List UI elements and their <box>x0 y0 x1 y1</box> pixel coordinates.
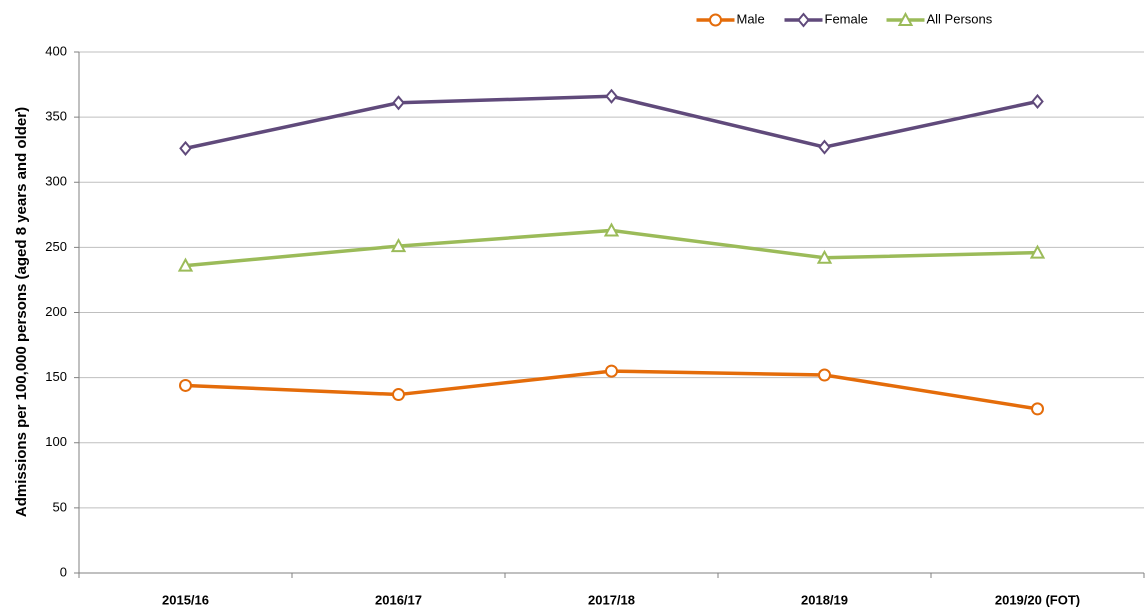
marker <box>177 257 194 272</box>
marker <box>390 237 407 253</box>
series-line <box>185 94 1038 151</box>
marker <box>709 13 722 27</box>
marker <box>605 364 618 378</box>
marker <box>818 368 831 382</box>
marker <box>392 95 405 111</box>
marker <box>797 12 810 28</box>
x-tick-label: 2016/17 <box>375 592 422 607</box>
x-tick-label: 2015/16 <box>162 592 209 607</box>
marker <box>603 222 620 237</box>
y-axis-label: Admissions per 100,000 persons (aged 8 y… <box>13 107 30 517</box>
y-tick-label: 300 <box>45 174 67 189</box>
x-tick-label: 2019/20 (FOT) <box>995 592 1080 607</box>
marker <box>818 139 831 155</box>
legend: Male Female All Persons <box>696 11 993 28</box>
marker <box>179 378 192 392</box>
y-tick-label: 50 <box>53 499 67 514</box>
marker <box>392 388 405 402</box>
marker <box>179 140 192 156</box>
legend-label: All Persons <box>927 11 993 26</box>
y-tick-label: 350 <box>45 109 67 124</box>
legend-label: Female <box>825 11 868 26</box>
y-tick-label: 100 <box>45 434 67 449</box>
marker <box>897 11 914 26</box>
marker <box>1031 93 1044 110</box>
y-tick-label: 250 <box>45 239 67 254</box>
y-tick-label: 200 <box>45 304 67 319</box>
y-tick-label: 0 <box>60 564 67 579</box>
x-tick-label: 2017/18 <box>588 592 635 607</box>
marker <box>1031 402 1044 416</box>
marker <box>1029 244 1046 259</box>
y-tick-label: 400 <box>45 43 67 58</box>
y-tick-label: 150 <box>45 369 67 384</box>
x-tick-label: 2018/19 <box>801 592 848 607</box>
marker <box>605 88 618 104</box>
legend-label: Male <box>737 11 765 26</box>
marker <box>816 249 833 264</box>
